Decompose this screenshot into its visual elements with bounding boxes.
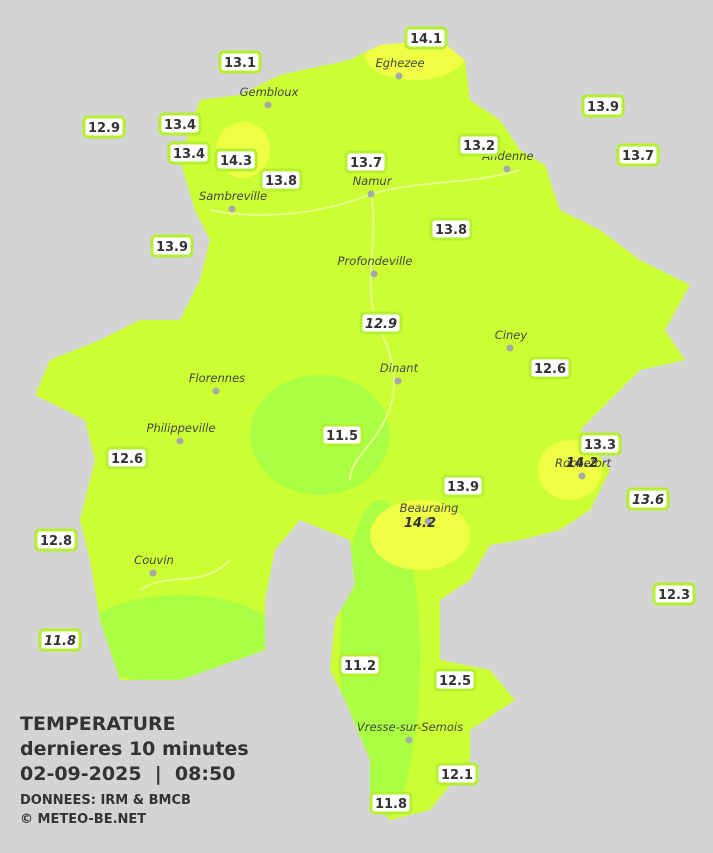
city-label: Dinant [380, 361, 419, 375]
station-value: 13.3 [584, 438, 616, 453]
station-value: 12.9 [88, 121, 120, 136]
station-box [167, 141, 211, 165]
city-label: Gembloux [240, 85, 299, 99]
title: TEMPERATURE [20, 713, 176, 735]
station-box [150, 234, 194, 258]
station-box [214, 148, 258, 172]
city-dot [212, 387, 220, 395]
city-dot [176, 437, 184, 445]
station-box [34, 528, 78, 552]
station-value: 13.8 [265, 174, 297, 189]
station-value: 13.9 [156, 240, 188, 255]
station-box [344, 150, 388, 174]
station-box [441, 474, 485, 498]
city-label: Rochefort [555, 456, 612, 470]
station-value: 12.9 [365, 317, 397, 332]
station-box [435, 762, 479, 786]
station-box [404, 26, 448, 50]
city-label: Ciney [495, 328, 528, 342]
station-value: 13.9 [447, 480, 479, 495]
city-label: Philippeville [147, 421, 216, 435]
city-dot [506, 344, 514, 352]
station-value: 11.5 [326, 429, 358, 444]
station-value: 12.3 [658, 588, 690, 603]
station-value: 13.2 [463, 139, 495, 154]
station-box [105, 446, 149, 470]
city-label: Sambreville [199, 189, 267, 203]
source: DONNEES: IRM & BMCB [20, 793, 191, 808]
city-dot [578, 472, 586, 480]
station-box [429, 217, 473, 241]
station-box [652, 582, 696, 606]
station-value: 13.7 [350, 156, 382, 171]
city-dot [395, 72, 403, 80]
station-value: 12.8 [40, 534, 72, 549]
city-label: Profondeville [338, 254, 413, 268]
city-dot [264, 101, 272, 109]
station-value: 14.1 [410, 32, 442, 47]
station-value: 12.1 [441, 768, 473, 783]
station-box [158, 112, 202, 136]
station-value: 11.2 [344, 659, 376, 674]
station-value: 13.7 [622, 149, 654, 164]
station-box [259, 168, 303, 192]
station-value: 12.6 [534, 362, 566, 377]
station-box [457, 133, 501, 157]
station-value: 13.9 [587, 100, 619, 115]
stations: 13.1 14.1 12.9 13.4 13.4 14.3 13.8 13.7 13.2 13.9… [34, 26, 696, 815]
city-dot [367, 190, 375, 198]
city-label: Eghezee [375, 56, 424, 70]
station-value: 13.1 [224, 56, 256, 71]
city-dot [149, 569, 157, 577]
station-box [338, 653, 382, 677]
station-box [581, 94, 625, 118]
station-box [578, 432, 622, 456]
station-value: 11.8 [375, 797, 407, 812]
city-label: Florennes [189, 371, 245, 385]
station-value: 14.2 [404, 516, 436, 531]
city-dot [228, 205, 236, 213]
station-box [616, 143, 660, 167]
city-label: Vresse-sur-Semois [357, 720, 463, 734]
station-value: 14.3 [220, 154, 252, 169]
station-box [528, 356, 572, 380]
city-label: Couvin [134, 553, 174, 567]
city-label: Beauraing [400, 501, 459, 515]
station-value: 12.5 [439, 674, 471, 689]
station-value: 11.8 [44, 634, 76, 649]
station-value: 13.4 [173, 147, 205, 162]
station-box [433, 668, 477, 692]
station-box [359, 311, 403, 335]
subtitle: dernieres 10 minutes [20, 738, 249, 760]
city-dot [394, 377, 402, 385]
station-value: 12.6 [111, 452, 143, 467]
station-value: 13.6 [632, 493, 664, 508]
city-dot [503, 165, 511, 173]
city-dot [370, 270, 378, 278]
zone-warm [370, 500, 470, 570]
station-box [320, 423, 364, 447]
timestamp: 02-09-2025 | 08:50 [20, 763, 235, 785]
station-box [369, 791, 413, 815]
station-value: 13.8 [435, 223, 467, 238]
station-box [82, 115, 126, 139]
city-dot [405, 736, 413, 744]
credit: © METEO-BE.NET [20, 812, 146, 827]
station-value: 14.2 [566, 456, 598, 471]
zone-cool [250, 375, 390, 495]
station-box [626, 487, 670, 511]
station-value: 13.4 [164, 118, 196, 133]
cities: EghezeeGemblouxAndenneNamurSambrevillePr… [134, 56, 612, 744]
city-label: Namur [353, 174, 393, 188]
station-box [218, 50, 262, 74]
station-box [38, 628, 82, 652]
city-dot [424, 517, 432, 525]
